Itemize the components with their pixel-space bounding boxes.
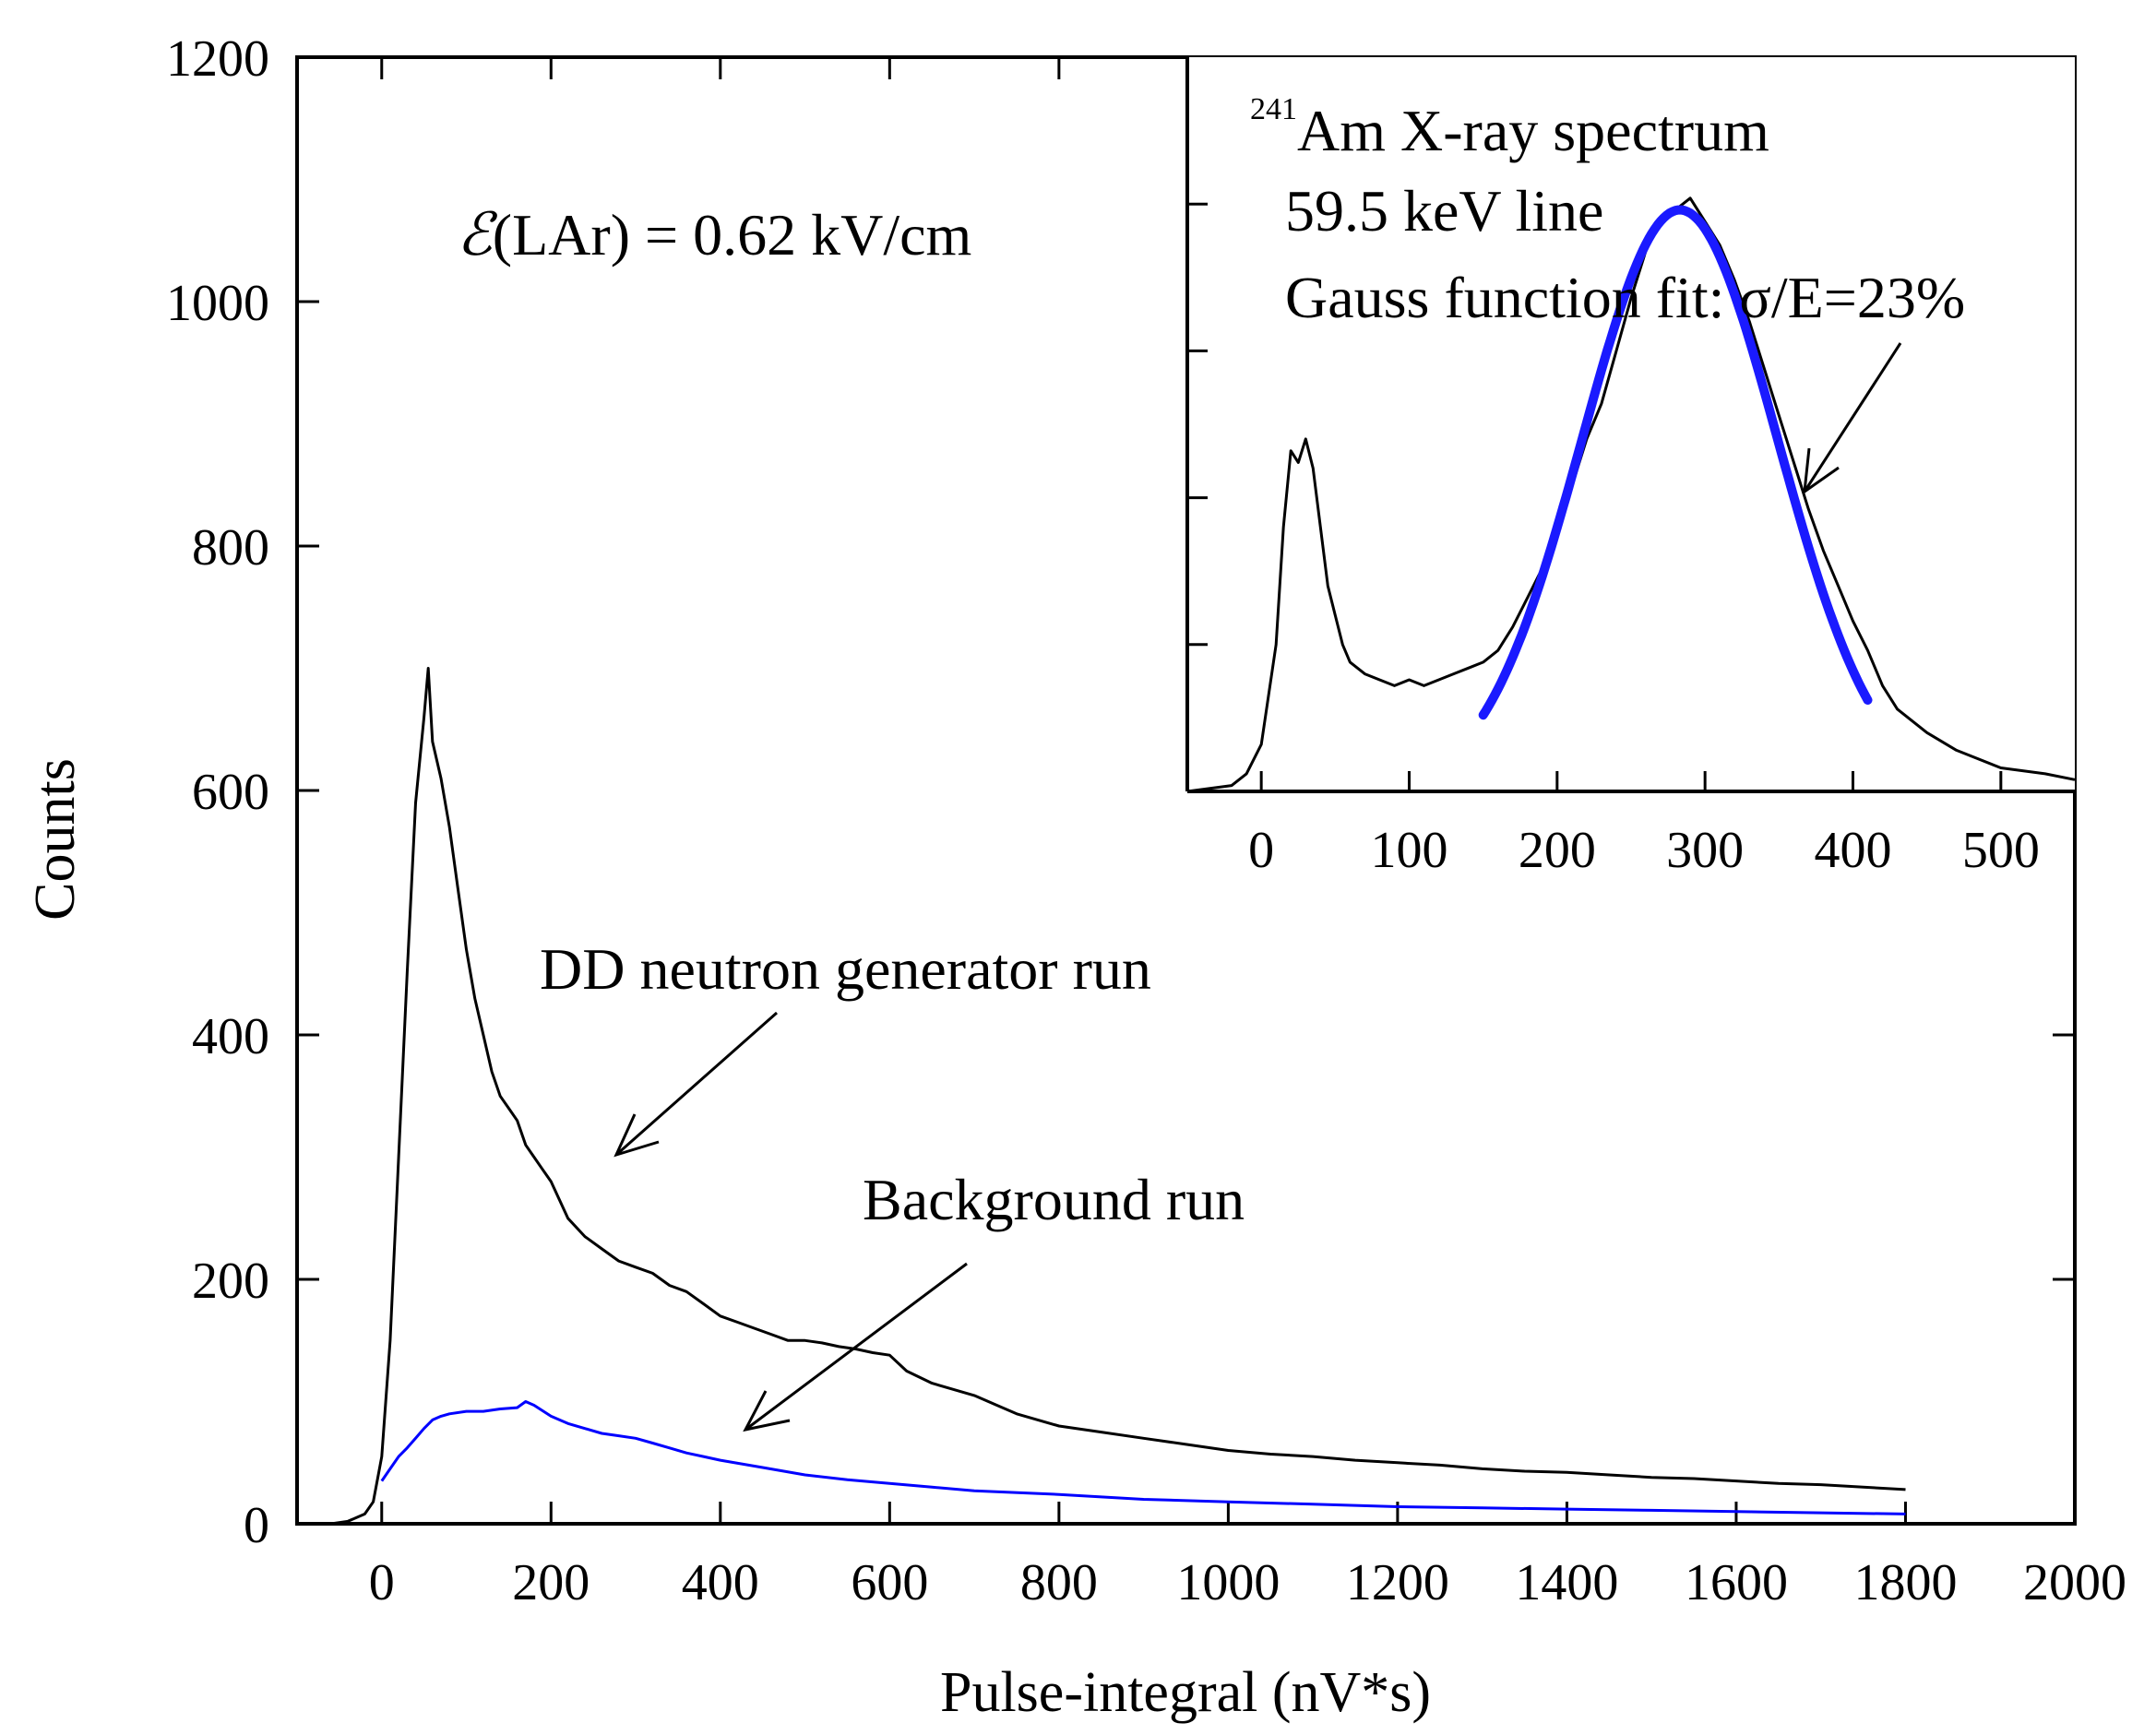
- y-tick-label: 0: [244, 1497, 269, 1554]
- x-tick-label: 1000: [1176, 1554, 1280, 1611]
- x-tick-label: 1200: [1346, 1554, 1449, 1611]
- x-tick-label: 1400: [1515, 1554, 1618, 1611]
- y-tick-label: 800: [192, 519, 269, 576]
- inset-subtitle: 59.5 keV line: [1285, 178, 1603, 244]
- x-tick-label: 1800: [1853, 1554, 1957, 1611]
- x-axis-title: Pulse-integral (nV*s): [940, 1661, 1431, 1724]
- background-run-arrow: [744, 1262, 968, 1432]
- x-tick-label: 0: [369, 1554, 395, 1611]
- background-run-label: Background run: [863, 1167, 1245, 1232]
- inset-x-tick-label: 0: [1248, 822, 1274, 879]
- inset-fit-label: Gauss function fit: σ/E=23%: [1285, 265, 1965, 330]
- x-tick-label: 800: [1020, 1554, 1098, 1611]
- inset-title-superscript: 241: [1250, 92, 1297, 126]
- main-axis-ticks: 0 200 400 600 800 1000 1200 1400 1600 1800 2000020…: [166, 30, 2126, 1611]
- x-tick-label: 2000: [2023, 1554, 2126, 1611]
- inset-x-tick-label: 200: [1519, 822, 1596, 879]
- inset-series-group: [1186, 196, 2076, 793]
- inset-gauss-fit-line: [1478, 205, 1873, 720]
- inset-x-tick-label: 400: [1815, 822, 1892, 879]
- x-tick-label: 1600: [1685, 1554, 1788, 1611]
- inset-x-tick-label: 100: [1371, 822, 1448, 879]
- x-tick-label: 200: [512, 1554, 590, 1611]
- main-series-group: [297, 667, 1906, 1526]
- dd-run-arrowhead: [613, 1113, 660, 1158]
- x-tick-label: 600: [851, 1554, 928, 1611]
- inset-x-tick-label: 300: [1666, 822, 1744, 879]
- field-value: (LAr) = 0.62 kV/cm: [493, 202, 972, 267]
- y-tick-label: 200: [192, 1253, 269, 1310]
- inset-background: [1187, 57, 2075, 791]
- y-tick-label: 600: [192, 764, 269, 821]
- field-symbol: ℰ: [457, 202, 498, 267]
- background-run-arrowhead: [743, 1390, 791, 1432]
- y-tick-label: 1000: [166, 275, 269, 332]
- dd-run-label: DD neutron generator run: [540, 936, 1151, 1002]
- dd-run-arrow: [615, 1011, 778, 1157]
- inset-title: 241Am X-ray spectrum: [1250, 92, 1769, 163]
- inset-x-tick-label: 500: [1962, 822, 2040, 879]
- background-run-series-line: [380, 1400, 1906, 1515]
- y-tick-label: 1200: [166, 30, 269, 88]
- x-tick-label: 400: [682, 1554, 759, 1611]
- inset-axis-ticks: 0 100 200 300 400 500: [1187, 202, 2040, 879]
- inset-fit-arrowhead: [1803, 447, 1840, 495]
- y-axis-title: Counts: [24, 758, 87, 921]
- y-tick-label: 400: [192, 1008, 269, 1065]
- inset-fit-arrow: [1803, 342, 1902, 493]
- dd-run-series-line: [297, 667, 1906, 1526]
- field-annotation: ℰ(LAr) = 0.62 kV/cm: [457, 202, 971, 267]
- inset-title-text: Am X-ray spectrum: [1297, 98, 1769, 163]
